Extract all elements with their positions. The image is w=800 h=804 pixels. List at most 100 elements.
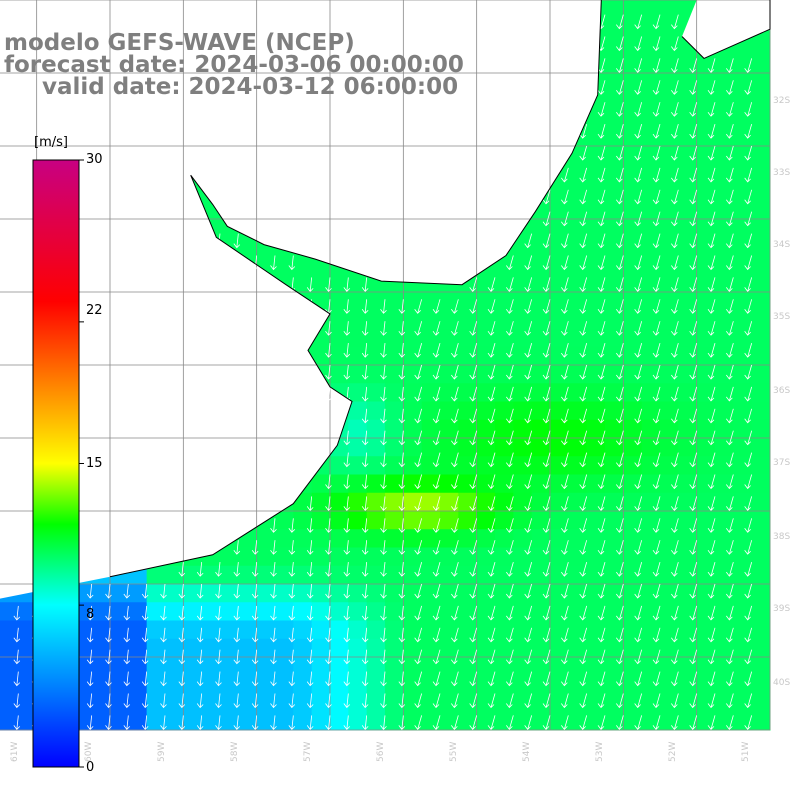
wind-arrow (671, 36, 679, 52)
field-cell (458, 675, 478, 694)
field-cell (568, 328, 588, 348)
field-cell (696, 127, 716, 147)
wind-arrow (726, 123, 734, 139)
land-south-america (0, 0, 601, 599)
field-cell (623, 0, 643, 19)
field-cell (623, 310, 643, 329)
field-cell (495, 328, 514, 348)
wind-arrow (616, 496, 624, 512)
field-cell (696, 273, 716, 293)
wind-arrow (451, 430, 459, 446)
field-cell (91, 693, 111, 713)
field-cell (201, 565, 221, 585)
wind-arrow (726, 540, 734, 555)
field-cell (256, 584, 276, 603)
wind-arrow (469, 561, 478, 577)
lat-label-36s: 36S (773, 386, 791, 396)
wind-arrow (398, 540, 406, 555)
wind-arrow (671, 430, 679, 446)
field-cell (751, 474, 771, 494)
field-cell (751, 584, 771, 603)
field-cell (678, 419, 698, 439)
wind-arrow (380, 452, 387, 468)
wind-arrow (561, 342, 569, 358)
field-cell (696, 511, 716, 530)
wind-arrow (306, 649, 314, 665)
field-cell (623, 657, 643, 676)
field-cell (531, 511, 551, 530)
field-cell (330, 346, 349, 366)
wind-arrow (506, 693, 514, 709)
lon-label-53w: 53W (595, 741, 605, 762)
field-cell (715, 511, 734, 530)
wind-arrow (451, 452, 459, 468)
field-cell (641, 182, 661, 202)
wind-arrow (343, 299, 351, 314)
field-cell (733, 328, 753, 348)
wind-arrow (398, 386, 406, 402)
wind-arrow (380, 562, 387, 577)
field-cell (715, 73, 734, 92)
wind-arrow (325, 627, 332, 643)
wind-arrow (616, 233, 624, 249)
field-cell (18, 638, 38, 658)
wind-arrow (671, 102, 679, 117)
wind-arrow (634, 364, 643, 380)
field-cell (568, 711, 588, 731)
wind-arrow (579, 540, 588, 555)
field-cell (715, 328, 734, 348)
field-cell (513, 511, 533, 530)
wind-arrow (542, 321, 551, 336)
wind-arrow (689, 102, 698, 117)
wind-arrow (469, 342, 478, 358)
field-cell (366, 346, 386, 366)
wind-arrow (215, 627, 222, 643)
field-cell (715, 657, 734, 676)
field-cell (660, 109, 679, 129)
wind-arrow (251, 605, 259, 621)
wind-arrow (707, 145, 716, 161)
wind-arrow (86, 649, 94, 665)
wind-arrow (469, 277, 478, 293)
wind-arrow (506, 408, 514, 424)
wind-arrow (361, 277, 369, 293)
field-cell (733, 310, 753, 329)
field-cell (733, 419, 753, 439)
field-cell (128, 675, 148, 694)
field-cell (513, 383, 533, 402)
wind-arrow (671, 452, 679, 468)
wind-arrow (689, 321, 698, 336)
wind-arrow (652, 321, 661, 336)
wind-arrow (597, 649, 606, 665)
wind-arrow (451, 408, 459, 424)
wind-arrow (361, 649, 369, 665)
field-cell (568, 310, 588, 329)
wind-arrow (141, 583, 149, 599)
wind-arrow (597, 408, 606, 424)
wind-arrow (251, 562, 259, 577)
field-cell (0, 693, 19, 713)
field-cell (403, 438, 423, 457)
wind-arrow (306, 627, 314, 643)
wind-arrow (141, 671, 149, 687)
field-cell (733, 164, 753, 183)
wind-arrow (451, 364, 459, 380)
lat-label-37s: 37S (773, 458, 791, 468)
field-cell (531, 401, 551, 421)
wind-arrow (343, 562, 351, 577)
wind-arrow (361, 343, 369, 358)
wind-arrow (652, 80, 661, 95)
wind-arrow (361, 474, 369, 490)
wind-arrow (616, 145, 624, 161)
wind-arrow (233, 693, 241, 709)
field-cell (678, 565, 698, 585)
wind-arrow (597, 715, 606, 731)
field-cell (128, 638, 148, 658)
wind-arrow (726, 605, 734, 621)
wind-arrow (432, 649, 441, 665)
wind-arrow (414, 452, 423, 468)
wind-arrow (707, 102, 716, 117)
field-cell (605, 127, 624, 147)
field-cell (733, 237, 753, 256)
field-cell (513, 401, 533, 421)
